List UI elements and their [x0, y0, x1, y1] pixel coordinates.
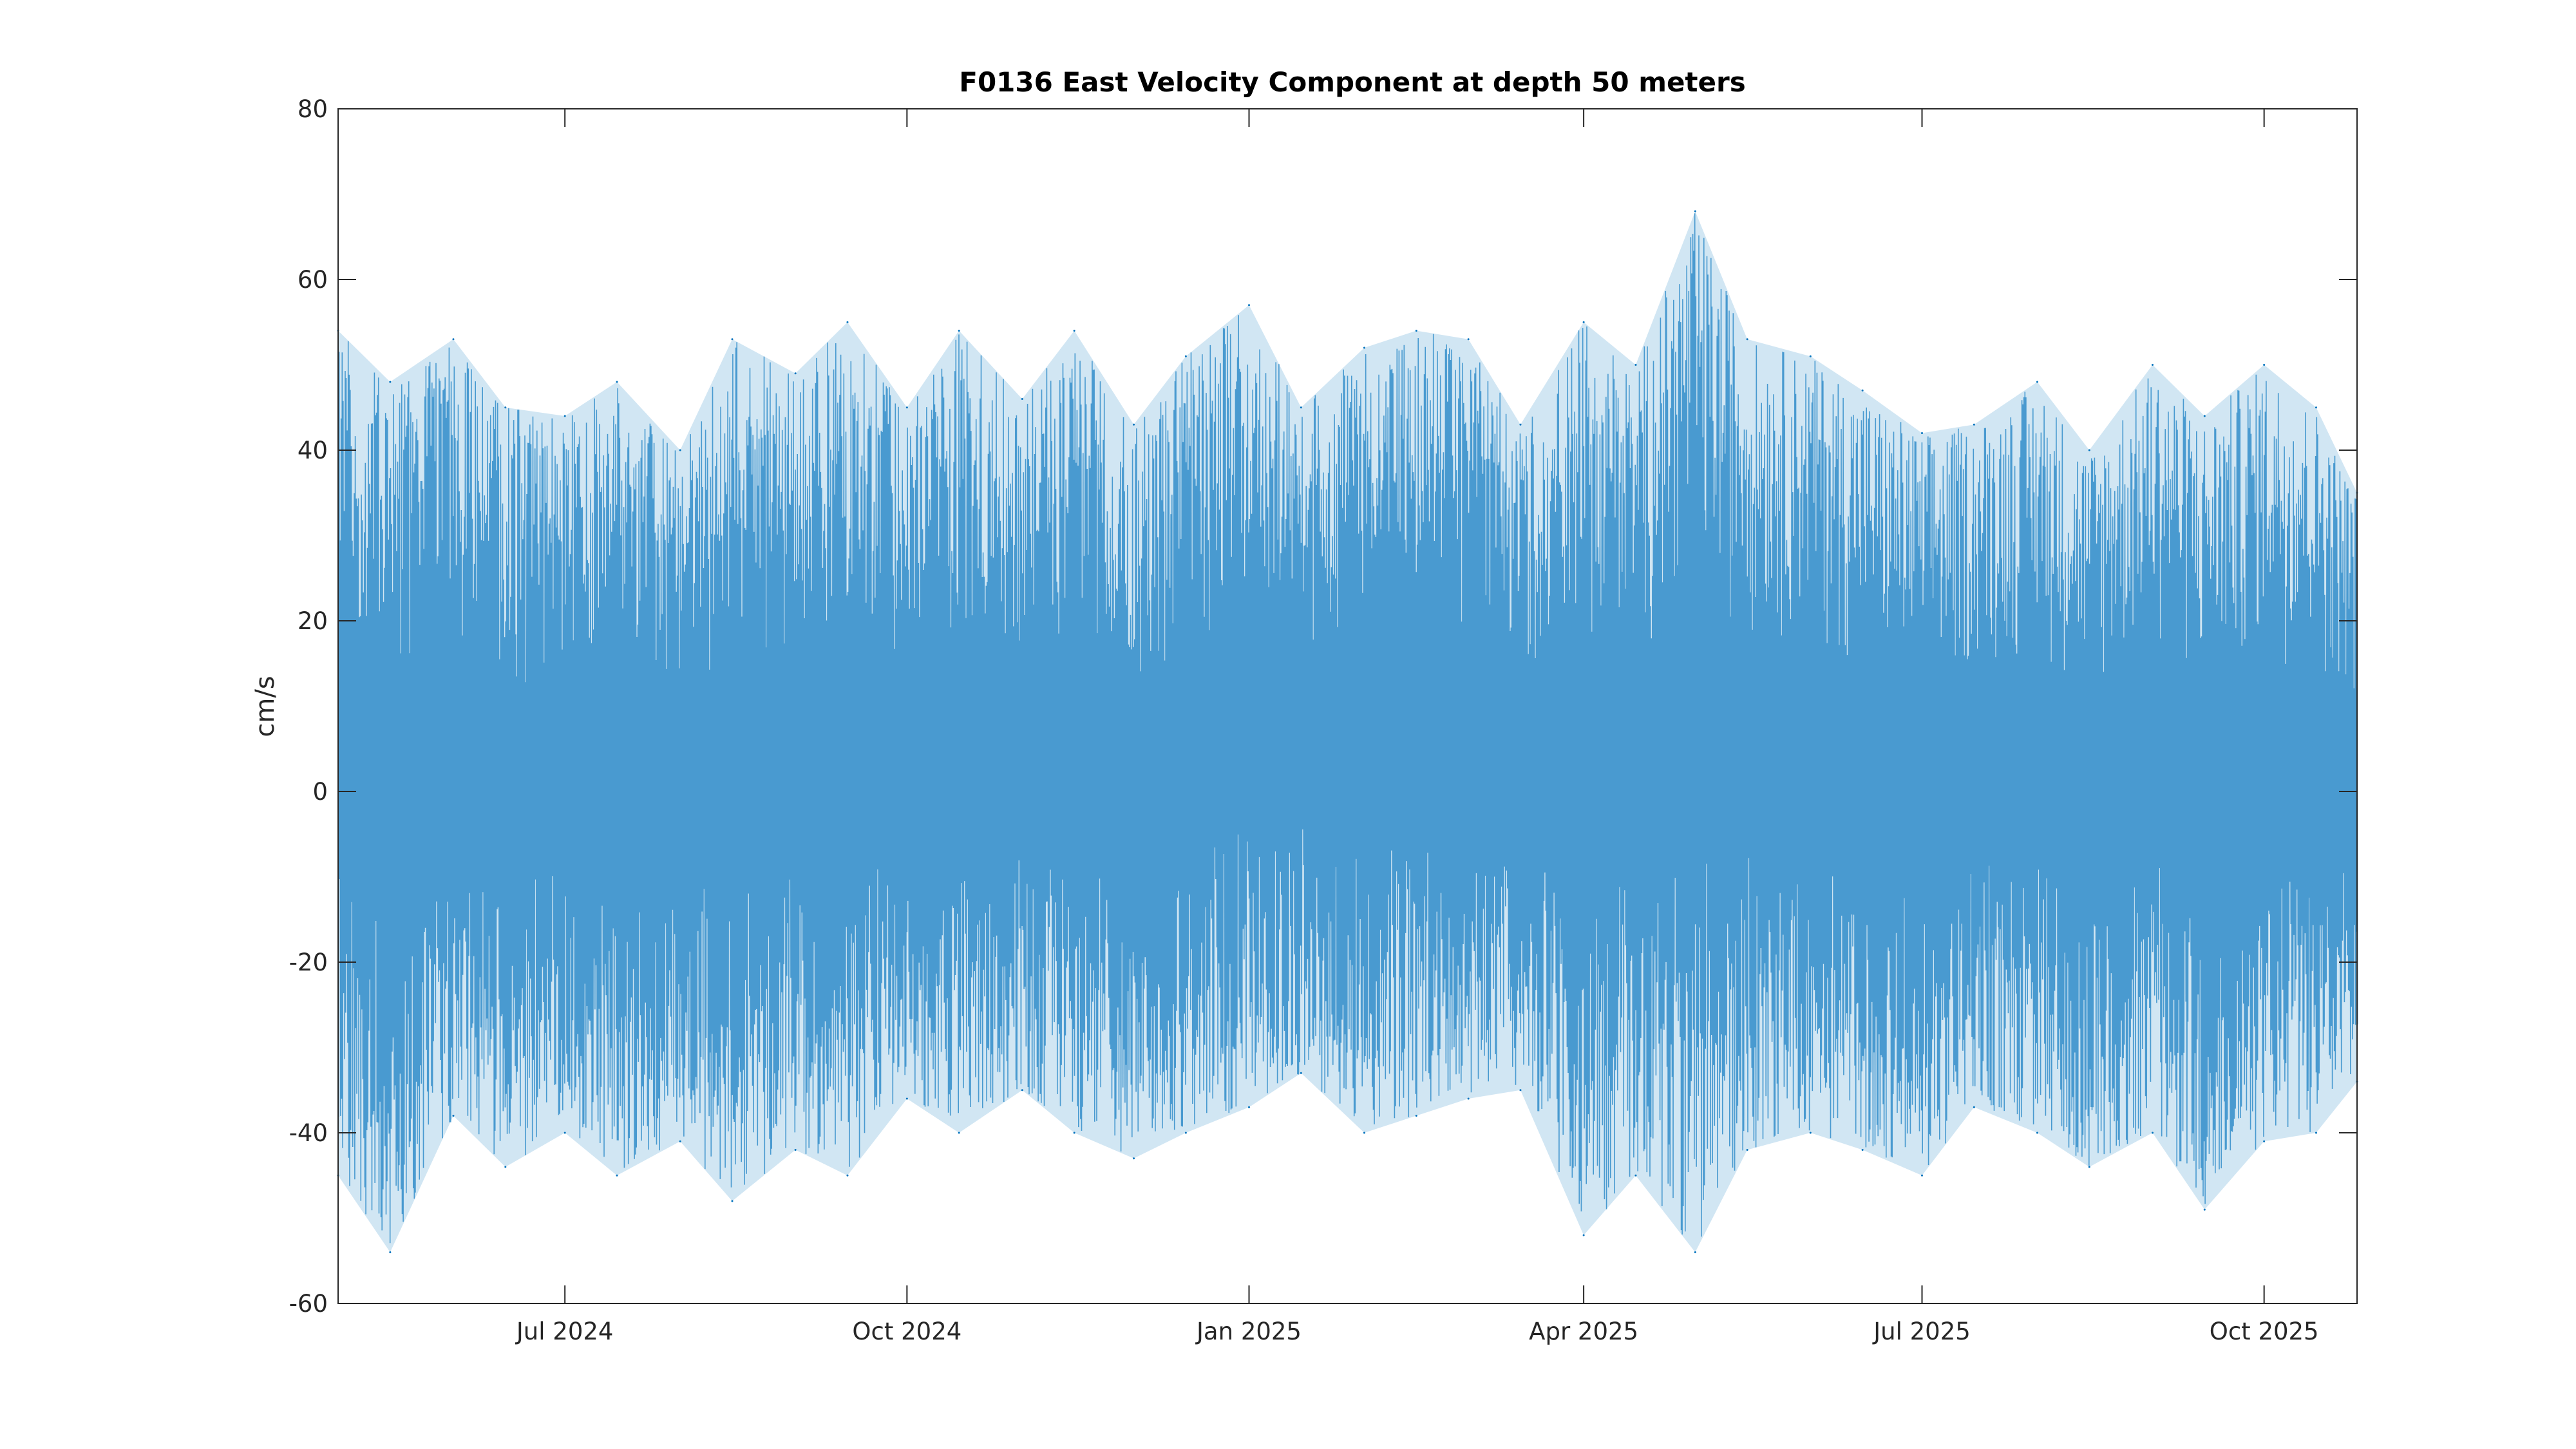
series-min-point: [1184, 1132, 1187, 1134]
tick-layer: -60 -40 -20 0 20 40 60 80 Jul 2024 Oct 2024 Jan 20…: [289, 95, 2357, 1345]
series-max-point: [679, 449, 681, 451]
series-min-point: [1582, 1234, 1585, 1236]
series-min-point: [2315, 1132, 2317, 1134]
y-axis-label: cm/s: [251, 676, 280, 737]
series-max-point: [564, 415, 566, 417]
series-max-point: [905, 406, 908, 409]
series-min-point: [679, 1140, 681, 1142]
series-max-point: [1519, 423, 1522, 426]
series-min-point: [564, 1132, 566, 1134]
series-max-point: [616, 381, 618, 383]
axes-box: [337, 108, 2358, 1304]
series-max-point: [1746, 338, 1748, 341]
series-min-point: [1519, 1089, 1522, 1092]
x-tick-label: Oct 2024: [852, 1318, 961, 1345]
series-min-point: [1861, 1149, 1864, 1151]
series-max-point: [389, 381, 392, 383]
series-min-point: [504, 1166, 507, 1168]
series-max-point: [1133, 423, 1135, 426]
series-max-point: [1184, 355, 1187, 357]
x-tick-label: Oct 2025: [2210, 1318, 2319, 1345]
x-tick-label: Apr 2025: [1529, 1318, 1638, 1345]
series-min-point: [794, 1149, 797, 1151]
series-max-point: [1582, 321, 1585, 323]
series-min-point: [2203, 1208, 2206, 1211]
series-max-point: [1467, 338, 1470, 341]
y-tick-label: 60: [298, 266, 328, 294]
y-tick-label: 40: [298, 437, 328, 464]
series-min-point: [1133, 1157, 1135, 1160]
series-min-point: [452, 1115, 455, 1117]
x-tick-label: Jul 2024: [515, 1318, 614, 1345]
x-tick-label: Jan 2025: [1195, 1318, 1302, 1345]
series-min-point: [2151, 1132, 2154, 1134]
series-max-point: [1363, 346, 1365, 349]
series-max-point: [1694, 210, 1696, 213]
series-max-point: [1973, 423, 1975, 426]
series-max-point: [1809, 355, 1812, 357]
x-tick-label: Jul 2025: [1872, 1318, 1971, 1345]
series-max-point: [1021, 398, 1023, 400]
series-max-point: [958, 330, 960, 332]
series-max-point: [1921, 432, 1924, 434]
data-series-line: [337, 213, 2358, 1244]
series-max-point: [1300, 406, 1302, 409]
y-tick-label: -20: [289, 949, 328, 976]
y-tick-label: 20: [298, 607, 328, 635]
series-max-point: [504, 406, 507, 409]
series-max-point: [2315, 406, 2317, 409]
series-min-point: [905, 1097, 908, 1100]
series-min-point: [1073, 1132, 1075, 1134]
series-min-point: [1809, 1132, 1812, 1134]
series-max-point: [846, 321, 849, 323]
series-min-point: [1973, 1106, 1975, 1108]
series-max-point: [1634, 364, 1637, 366]
series-min-point: [731, 1200, 734, 1202]
series-max-point: [452, 338, 455, 341]
series-max-point: [1248, 304, 1251, 307]
series-min-point: [1694, 1251, 1696, 1253]
series-max-point: [2203, 415, 2206, 417]
series-min-point: [1746, 1149, 1748, 1151]
series-max-point: [2151, 364, 2154, 366]
series-max-point: [1073, 330, 1075, 332]
series-max-point: [2263, 364, 2266, 366]
series-min-point: [1415, 1115, 1417, 1117]
series-min-point: [1021, 1089, 1023, 1092]
series-min-point: [958, 1132, 960, 1134]
series-max-point: [1861, 389, 1864, 392]
series-min-point: [1248, 1106, 1251, 1108]
series-min-point: [389, 1251, 392, 1253]
series-min-point: [2036, 1132, 2038, 1134]
series-max-point: [794, 372, 797, 375]
series-min-point: [616, 1174, 618, 1177]
series-max-point: [1415, 330, 1417, 332]
series-min-point: [1363, 1132, 1365, 1134]
series-min-point: [2263, 1140, 2266, 1142]
series-min-point: [1300, 1072, 1302, 1074]
y-tick-label: 0: [312, 778, 328, 806]
series-min-point: [1634, 1174, 1637, 1177]
series-max-point: [2036, 381, 2038, 383]
y-tick-label: -60: [289, 1290, 328, 1318]
series-min-point: [846, 1174, 849, 1177]
series-min-point: [1921, 1174, 1924, 1177]
series-min-point: [2088, 1166, 2090, 1168]
series-max-point: [2088, 449, 2090, 451]
series-max-point: [731, 338, 734, 341]
series-min-point: [1467, 1097, 1470, 1100]
y-tick-label: 80: [298, 95, 328, 123]
data-series-layer: [337, 210, 2358, 1253]
chart-title: F0136 East Velocity Component at depth 5…: [959, 66, 1745, 98]
y-tick-label: -40: [289, 1119, 328, 1147]
